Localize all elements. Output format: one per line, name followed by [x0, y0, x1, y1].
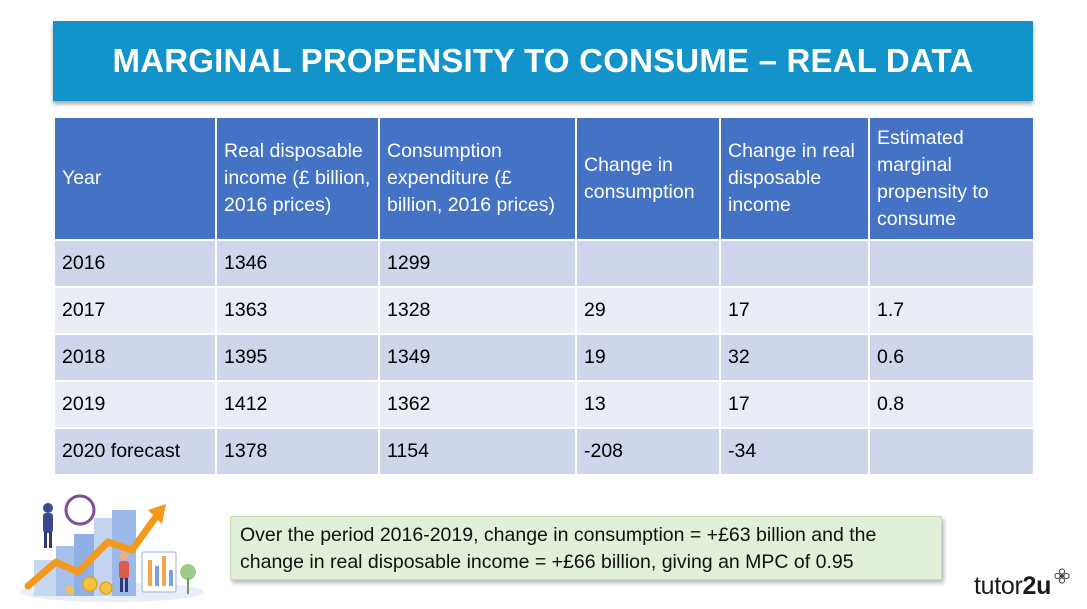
table-cell: 1346: [215, 239, 380, 288]
table-cell: 2020 forecast: [53, 427, 217, 476]
table-cell: 29: [575, 286, 721, 335]
table-cell: 2017: [53, 286, 217, 335]
title-banner: MARGINAL PROPENSITY TO CONSUME – REAL DA…: [53, 21, 1033, 101]
tutor2u-flower-icon: [1054, 568, 1070, 584]
table-cell: 32: [719, 333, 870, 382]
header-change-in-consumption: Change in consumption: [575, 116, 721, 241]
table-cell: [868, 239, 1035, 288]
table-cell: 1349: [378, 333, 577, 382]
table-cell: -208: [575, 427, 721, 476]
tutor2u-logo: tutor2u: [974, 572, 1051, 601]
table-cell: 1378: [215, 427, 380, 476]
table-cell: 1395: [215, 333, 380, 382]
table-cell: 1154: [378, 427, 577, 476]
slide-title: MARGINAL PROPENSITY TO CONSUME – REAL DA…: [112, 42, 974, 79]
table-cell: 1362: [378, 380, 577, 429]
table-cell: 17: [719, 286, 870, 335]
table-cell: 19: [575, 333, 721, 382]
table-cell: 13: [575, 380, 721, 429]
table-cell: -34: [719, 427, 870, 476]
table-cell: 0.6: [868, 333, 1035, 382]
table-header-row: Year Real disposable income (£ billion, …: [53, 116, 1035, 241]
summary-box: Over the period 2016-2019, change in con…: [230, 516, 942, 580]
table-cell: [719, 239, 870, 288]
mpc-data-table: Year Real disposable income (£ billion, …: [53, 116, 1035, 476]
header-estimated-mpc: Estimated marginal propensity to consume: [868, 116, 1035, 241]
growth-chart-illustration: [20, 494, 204, 602]
summary-line-1: Over the period 2016-2019, change in con…: [240, 524, 877, 546]
table-cell: 17: [719, 380, 870, 429]
header-change-in-income: Change in real disposable income: [719, 116, 870, 241]
header-real-disposable-income: Real disposable income (£ billion, 2016 …: [215, 116, 380, 241]
summary-line-2: change in real disposable income = +£66 …: [240, 551, 854, 573]
table-row: 2019 1412 1362 13 17 0.8: [53, 380, 1035, 429]
table-cell: 2019: [53, 380, 217, 429]
table-cell: 2018: [53, 333, 217, 382]
table-row: 2018 1395 1349 19 32 0.6: [53, 333, 1035, 382]
table-cell: [868, 427, 1035, 476]
table-cell: 1.7: [868, 286, 1035, 335]
header-consumption-expenditure: Consumption expenditure (£ billion, 2016…: [378, 116, 577, 241]
header-year: Year: [53, 116, 217, 241]
table-row: 2016 1346 1299: [53, 239, 1035, 288]
table-row: 2020 forecast 1378 1154 -208 -34: [53, 427, 1035, 476]
table-cell: [575, 239, 721, 288]
table-cell: 1363: [215, 286, 380, 335]
table-cell: 1412: [215, 380, 380, 429]
logo-text-part2: 2u: [1022, 572, 1052, 600]
table-cell: 0.8: [868, 380, 1035, 429]
table-cell: 2016: [53, 239, 217, 288]
table-cell: 1328: [378, 286, 577, 335]
table-cell: 1299: [378, 239, 577, 288]
table-row: 2017 1363 1328 29 17 1.7: [53, 286, 1035, 335]
logo-text-part1: tutor: [974, 572, 1023, 600]
